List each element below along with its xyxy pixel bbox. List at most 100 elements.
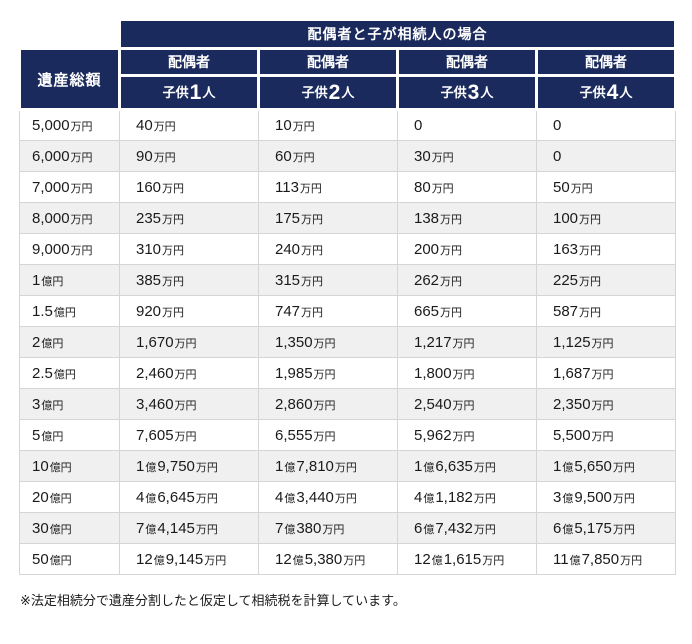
unit-label: 億 [284, 523, 296, 536]
page: 配偶者と子が相続人の場合 遺産総額 配偶者 配偶者 配偶者 配偶者 子供1人 子… [18, 18, 677, 608]
children-header-row: 子供1人 子供2人 子供3人 子供4人 [20, 74, 677, 111]
tax-value-cell: 90万円 [119, 140, 259, 172]
tax-value-cell: 1,350万円 [258, 326, 398, 358]
unit-label: 万円 [162, 306, 185, 319]
unit-label: 万円 [174, 337, 197, 350]
spouse-header: 配偶者 [535, 47, 677, 77]
estate-total-cell: 6,000万円 [19, 140, 120, 172]
unit-label: 億 [153, 554, 165, 567]
unit-label: 万円 [301, 244, 324, 257]
unit-label: 万円 [153, 151, 176, 164]
table-row: 5億円 7,605万円 6,555万円 5,962万円 5,500万円 [19, 419, 676, 451]
unit-label: 万円 [313, 430, 336, 443]
unit-label: 万円 [162, 213, 185, 226]
unit-label: 億円 [49, 554, 72, 567]
unit-label: 万円 [473, 523, 496, 536]
title-row: 配偶者と子が相続人の場合 [18, 18, 677, 50]
children-label-prefix: 子供 [301, 84, 328, 100]
tax-value-cell: 100万円 [536, 202, 676, 234]
unit-label: 億 [292, 554, 304, 567]
tax-value-cell: 3億9,500万円 [536, 481, 676, 513]
tax-value-cell: 4億1,182万円 [397, 481, 537, 513]
unit-label: 万円 [579, 244, 602, 257]
table-row: 5,000万円 40万円 10万円 0 0 [19, 109, 676, 141]
table-row: 9,000万円 310万円 240万円 200万円 163万円 [19, 233, 676, 265]
tax-value-cell: 1億5,650万円 [536, 450, 676, 482]
children-header: 子供3人 [396, 74, 538, 111]
unit-label: 億円 [49, 461, 72, 474]
tax-value-cell: 1億6,635万円 [397, 450, 537, 482]
tax-value-cell: 4億3,440万円 [258, 481, 398, 513]
tax-value-cell: 6億5,175万円 [536, 512, 676, 544]
unit-label: 万円 [174, 399, 197, 412]
table-row: 50億円 12億9,145万円 12億5,380万円 12億1,615万円 11億7,8… [19, 543, 676, 575]
tax-value-cell: 5,500万円 [536, 419, 676, 451]
tax-value-cell: 138万円 [397, 202, 537, 234]
unit-label: 万円 [204, 554, 227, 567]
unit-label: 万円 [301, 213, 324, 226]
tax-value-cell: 5,962万円 [397, 419, 537, 451]
tax-value-cell: 1億7,810万円 [258, 450, 398, 482]
unit-label: 万円 [70, 213, 93, 226]
unit-label: 万円 [473, 492, 496, 505]
estate-total-cell: 30億円 [19, 512, 120, 544]
tax-value-cell: 0 [536, 109, 676, 141]
tax-value-cell: 50万円 [536, 171, 676, 203]
unit-label: 万円 [162, 244, 185, 257]
tax-value-cell: 665万円 [397, 295, 537, 327]
tax-value-cell: 262万円 [397, 264, 537, 296]
unit-label: 万円 [431, 151, 454, 164]
table-row: 3億円 3,460万円 2,860万円 2,540万円 2,350万円 [19, 388, 676, 420]
footnote: ※法定相続分で遺産分割したと仮定して相続税を計算しています。 [20, 593, 406, 608]
unit-label: 万円 [452, 430, 475, 443]
table-row: 6,000万円 90万円 60万円 30万円 0 [19, 140, 676, 172]
children-count: 4 [606, 80, 619, 104]
children-label-suffix: 人 [202, 84, 216, 100]
children-count: 2 [328, 80, 341, 104]
unit-label: 万円 [579, 213, 602, 226]
tax-value-cell: 315万円 [258, 264, 398, 296]
estate-total-cell: 1億円 [19, 264, 120, 296]
unit-label: 億 [562, 461, 574, 474]
spouse-header: 配偶者 [118, 47, 260, 77]
unit-label: 億円 [41, 275, 64, 288]
unit-label: 億 [423, 461, 435, 474]
tax-value-cell: 12億5,380万円 [258, 543, 398, 575]
tax-value-cell: 1,687万円 [536, 357, 676, 389]
children-count: 3 [467, 80, 480, 104]
children-header: 子供2人 [257, 74, 399, 111]
unit-label: 億円 [49, 523, 72, 536]
unit-label: 万円 [452, 337, 475, 350]
children-label-suffix: 人 [619, 84, 633, 100]
table-row: 1.5億円 920万円 747万円 665万円 587万円 [19, 295, 676, 327]
unit-label: 万円 [292, 151, 315, 164]
estate-total-header: 遺産総額 [18, 47, 121, 111]
unit-label: 億円 [53, 368, 76, 381]
unit-label: 億 [145, 461, 157, 474]
spouse-header-row: 遺産総額 配偶者 配偶者 配偶者 配偶者 [18, 47, 677, 111]
tax-value-cell: 10万円 [258, 109, 398, 141]
children-label-prefix: 子供 [440, 84, 467, 100]
unit-label: 万円 [343, 554, 366, 567]
unit-label: 万円 [612, 461, 635, 474]
tax-value-cell: 235万円 [119, 202, 259, 234]
tax-value-cell: 3,460万円 [119, 388, 259, 420]
estate-total-cell: 2.5億円 [19, 357, 120, 389]
estate-total-cell: 3億円 [19, 388, 120, 420]
tax-value-cell: 1,800万円 [397, 357, 537, 389]
unit-label: 万円 [313, 337, 336, 350]
tax-value-cell: 747万円 [258, 295, 398, 327]
tax-value-cell: 1,670万円 [119, 326, 259, 358]
estate-total-cell: 1.5億円 [19, 295, 120, 327]
unit-label: 万円 [174, 430, 197, 443]
tax-value-cell: 385万円 [119, 264, 259, 296]
unit-label: 万円 [440, 275, 463, 288]
unit-label: 億 [562, 523, 574, 536]
unit-label: 万円 [195, 492, 218, 505]
tax-value-cell: 163万円 [536, 233, 676, 265]
estate-total-cell: 5億円 [19, 419, 120, 451]
unit-label: 万円 [301, 275, 324, 288]
table-row: 7,000万円 160万円 113万円 80万円 50万円 [19, 171, 676, 203]
table-title: 配偶者と子が相続人の場合 [118, 18, 677, 50]
table-row: 10億円 1億9,750万円 1億7,810万円 1億6,635万円 1億5,650万円 [19, 450, 676, 482]
